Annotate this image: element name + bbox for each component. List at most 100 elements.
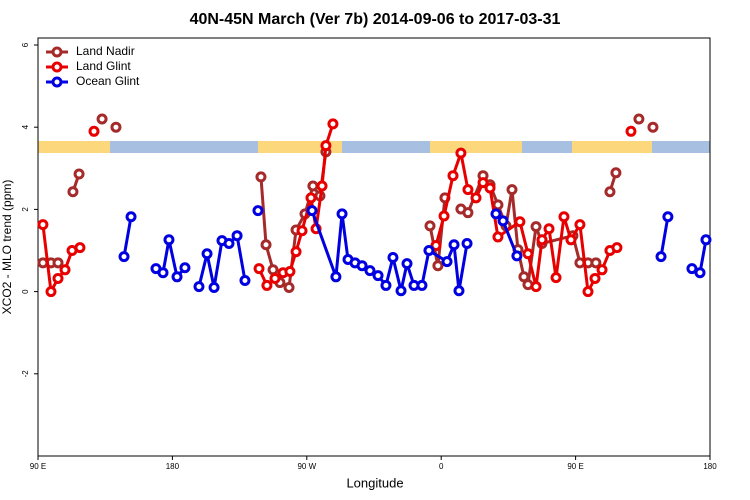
data-point <box>565 234 577 246</box>
land-band <box>572 141 652 153</box>
data-point <box>490 208 502 220</box>
data-point <box>364 265 376 277</box>
data-point <box>497 215 509 227</box>
data-point <box>261 279 273 291</box>
data-point <box>647 121 659 133</box>
data-point <box>296 225 308 237</box>
data-point <box>633 113 645 125</box>
x-tick-label: 180 <box>166 462 180 471</box>
data-point <box>506 184 518 196</box>
data-point <box>589 272 601 284</box>
data-point <box>157 267 169 279</box>
data-point <box>530 281 542 293</box>
data-point <box>430 240 442 252</box>
data-point <box>74 242 86 254</box>
data-point <box>320 140 332 152</box>
x-tick-label: 0 <box>439 462 444 471</box>
legend-label: Ocean Glint <box>76 74 140 88</box>
data-point <box>461 238 473 250</box>
data-point <box>45 286 57 298</box>
data-point <box>118 251 130 263</box>
data-point <box>267 264 279 276</box>
legend-marker <box>51 76 63 88</box>
data-point <box>694 267 706 279</box>
data-point <box>201 248 213 260</box>
data-point <box>305 192 317 204</box>
data-point <box>171 271 183 283</box>
data-point <box>372 270 384 282</box>
data-point <box>52 257 64 269</box>
chart-title: 40N-45N March (Ver 7b) 2014-09-06 to 201… <box>190 11 561 28</box>
legend-label: Land Glint <box>76 59 131 73</box>
data-point <box>438 210 450 222</box>
data-point <box>590 257 602 269</box>
y-tick-label: 4 <box>21 124 30 129</box>
data-point <box>290 246 302 258</box>
data-point <box>582 286 594 298</box>
data-point <box>179 262 191 274</box>
x-tick-label: 90 E <box>567 462 583 471</box>
y-axis-label: XCO2 - MLO trend (ppm) <box>0 180 14 315</box>
data-point <box>558 211 570 223</box>
legend-marker <box>51 46 63 58</box>
data-point <box>336 208 348 220</box>
data-point <box>306 205 318 217</box>
data-point <box>223 238 235 250</box>
data-point <box>330 271 342 283</box>
y-tick-label: 0 <box>21 289 30 294</box>
data-point <box>253 263 265 275</box>
data-point <box>255 171 267 183</box>
data-point <box>492 231 504 243</box>
data-point <box>37 219 49 231</box>
data-point <box>441 256 453 268</box>
data-point <box>453 285 465 297</box>
land-mask-band <box>38 141 710 153</box>
data-point <box>208 281 220 293</box>
data-point <box>447 170 459 182</box>
data-point <box>59 264 71 276</box>
data-point <box>96 113 108 125</box>
data-point <box>610 167 622 179</box>
data-point <box>455 147 467 159</box>
data-point <box>470 192 482 204</box>
x-tick-label: 90 W <box>297 462 316 471</box>
data-point <box>163 234 175 246</box>
data-point <box>73 168 85 180</box>
x-tick-label: 180 <box>703 462 717 471</box>
data-point <box>604 186 616 198</box>
land-band <box>430 141 522 153</box>
data-point <box>625 125 637 137</box>
data-point <box>550 272 562 284</box>
data-point <box>67 186 79 198</box>
data-point <box>88 125 100 137</box>
data-point <box>511 250 523 262</box>
data-point <box>574 219 586 231</box>
legend-label: Land Nadir <box>76 44 135 58</box>
data-point <box>611 242 623 254</box>
data-point <box>484 182 496 194</box>
data-point <box>536 234 548 246</box>
y-tick-label: 6 <box>21 42 30 47</box>
data-point <box>110 121 122 133</box>
data-point <box>231 230 243 242</box>
data-point <box>52 272 64 284</box>
data-point <box>543 223 555 235</box>
data-point <box>596 264 608 276</box>
data-point <box>327 118 339 130</box>
y-tick-label: 2 <box>21 207 30 212</box>
data-point <box>193 281 205 293</box>
y-tick-label: -2 <box>21 370 30 378</box>
data-point <box>518 271 530 283</box>
data-point <box>462 184 474 196</box>
data-point <box>395 285 407 297</box>
data-point <box>530 221 542 233</box>
data-point <box>700 234 712 246</box>
data-point <box>492 199 504 211</box>
ocean-band <box>38 141 710 153</box>
plot-frame <box>37 37 711 457</box>
data-point <box>284 265 296 277</box>
x-axis-label: Longitude <box>346 475 403 490</box>
data-point <box>448 239 460 251</box>
